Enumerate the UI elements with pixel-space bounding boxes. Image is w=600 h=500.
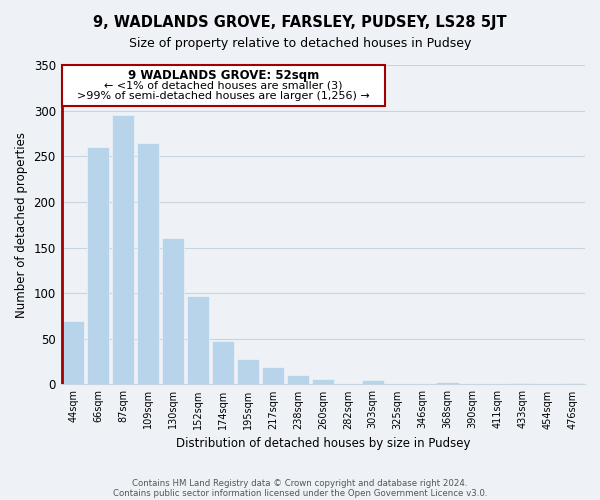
FancyBboxPatch shape xyxy=(62,65,385,106)
Text: ← <1% of detached houses are smaller (3): ← <1% of detached houses are smaller (3) xyxy=(104,80,343,90)
Text: Contains HM Land Registry data © Crown copyright and database right 2024.: Contains HM Land Registry data © Crown c… xyxy=(132,478,468,488)
Bar xyxy=(212,340,234,384)
Bar xyxy=(236,359,259,384)
Bar xyxy=(112,115,134,384)
Text: 9, WADLANDS GROVE, FARSLEY, PUDSEY, LS28 5JT: 9, WADLANDS GROVE, FARSLEY, PUDSEY, LS28… xyxy=(93,15,507,30)
Text: 9 WADLANDS GROVE: 52sqm: 9 WADLANDS GROVE: 52sqm xyxy=(128,68,319,82)
Bar xyxy=(137,142,159,384)
Text: Contains public sector information licensed under the Open Government Licence v3: Contains public sector information licen… xyxy=(113,488,487,498)
Bar xyxy=(311,379,334,384)
Text: Size of property relative to detached houses in Pudsey: Size of property relative to detached ho… xyxy=(129,38,471,51)
Bar xyxy=(262,367,284,384)
X-axis label: Distribution of detached houses by size in Pudsey: Distribution of detached houses by size … xyxy=(176,437,470,450)
Bar xyxy=(87,147,109,384)
Bar xyxy=(187,296,209,384)
Bar xyxy=(436,382,459,384)
Bar xyxy=(162,238,184,384)
Y-axis label: Number of detached properties: Number of detached properties xyxy=(15,132,28,318)
Bar xyxy=(511,382,534,384)
Bar xyxy=(362,380,384,384)
Text: >99% of semi-detached houses are larger (1,256) →: >99% of semi-detached houses are larger … xyxy=(77,92,370,102)
Bar xyxy=(561,382,584,384)
Bar xyxy=(287,376,309,384)
Bar xyxy=(62,320,85,384)
